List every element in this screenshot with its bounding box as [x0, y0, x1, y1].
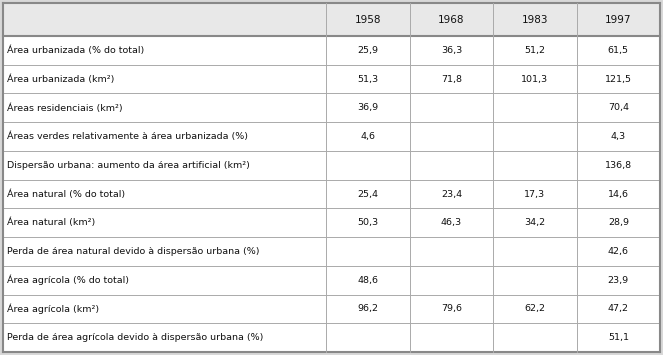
- Text: 50,3: 50,3: [357, 218, 379, 227]
- Text: 51,1: 51,1: [608, 333, 629, 342]
- Text: 79,6: 79,6: [441, 305, 462, 313]
- Text: 36,9: 36,9: [357, 103, 379, 112]
- Text: 70,4: 70,4: [608, 103, 629, 112]
- Text: 14,6: 14,6: [608, 190, 629, 198]
- Text: 136,8: 136,8: [605, 161, 632, 170]
- Bar: [3, 93, 660, 122]
- Bar: [3, 180, 660, 208]
- Text: 121,5: 121,5: [605, 75, 632, 84]
- Text: 1997: 1997: [605, 15, 632, 24]
- Text: 47,2: 47,2: [608, 305, 629, 313]
- Bar: [3, 3, 660, 36]
- Text: 61,5: 61,5: [608, 46, 629, 55]
- Text: 36,3: 36,3: [441, 46, 462, 55]
- Text: Área urbanizada (km²): Área urbanizada (km²): [7, 74, 115, 84]
- Text: Perda de área natural devido à dispersão urbana (%): Perda de área natural devido à dispersão…: [7, 247, 259, 256]
- Text: 1968: 1968: [438, 15, 465, 24]
- Bar: [3, 237, 660, 266]
- Text: Área natural (% do total): Área natural (% do total): [7, 189, 125, 199]
- Text: 51,2: 51,2: [524, 46, 546, 55]
- Text: Área urbanizada (% do total): Área urbanizada (% do total): [7, 46, 145, 55]
- Bar: [3, 122, 660, 151]
- Text: 51,3: 51,3: [357, 75, 379, 84]
- Text: Dispersão urbana: aumento da área artificial (km²): Dispersão urbana: aumento da área artifi…: [7, 161, 250, 170]
- Text: Área agrícola (% do total): Área agrícola (% do total): [7, 275, 129, 285]
- Text: 28,9: 28,9: [608, 218, 629, 227]
- Text: 25,9: 25,9: [357, 46, 379, 55]
- Text: 17,3: 17,3: [524, 190, 546, 198]
- Text: 23,9: 23,9: [608, 276, 629, 285]
- Text: 101,3: 101,3: [521, 75, 548, 84]
- Text: 71,8: 71,8: [441, 75, 462, 84]
- Text: 46,3: 46,3: [441, 218, 462, 227]
- Text: Áreas residenciais (km²): Áreas residenciais (km²): [7, 103, 123, 113]
- Bar: [3, 208, 660, 237]
- Bar: [3, 151, 660, 180]
- Bar: [3, 266, 660, 295]
- Bar: [3, 295, 660, 323]
- Text: Perda de área agrícola devido à dispersão urbana (%): Perda de área agrícola devido à dispersã…: [7, 333, 263, 342]
- Text: 48,6: 48,6: [357, 276, 379, 285]
- Text: 34,2: 34,2: [524, 218, 546, 227]
- Bar: [3, 36, 660, 65]
- Text: 23,4: 23,4: [441, 190, 462, 198]
- Text: 1958: 1958: [355, 15, 381, 24]
- Text: 25,4: 25,4: [357, 190, 379, 198]
- Text: Área agrícola (km²): Área agrícola (km²): [7, 304, 99, 314]
- Text: 96,2: 96,2: [357, 305, 379, 313]
- Bar: [3, 323, 660, 352]
- Text: Áreas verdes relativamente à área urbanizada (%): Áreas verdes relativamente à área urbani…: [7, 132, 248, 141]
- Bar: [3, 65, 660, 93]
- Text: 42,6: 42,6: [608, 247, 629, 256]
- Text: 62,2: 62,2: [524, 305, 546, 313]
- Text: 4,3: 4,3: [611, 132, 626, 141]
- Text: Área natural (km²): Área natural (km²): [7, 218, 95, 228]
- Text: 1983: 1983: [522, 15, 548, 24]
- Text: 4,6: 4,6: [361, 132, 376, 141]
